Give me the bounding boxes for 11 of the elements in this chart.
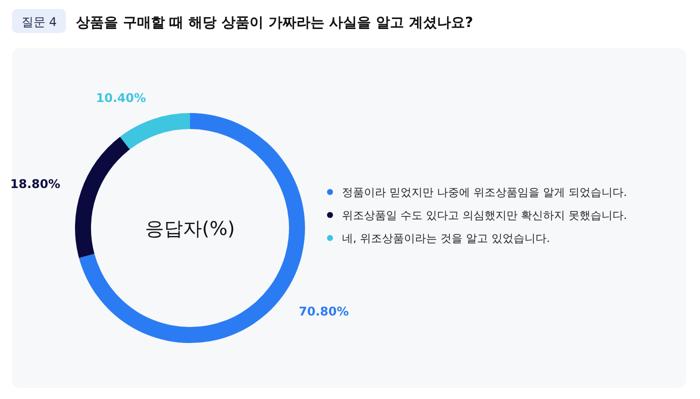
legend-label: 정품이라 믿었지만 나중에 위조상품임을 알게 되었습니다.	[342, 186, 627, 199]
text: 응답자(%)	[145, 218, 235, 240]
data-label: 18.80%	[10, 177, 60, 192]
donut-slice	[75, 136, 130, 258]
data-label: 10.40%	[96, 91, 146, 106]
legend-label: 네, 위조상품이라는 것을 알고 있었습니다.	[342, 232, 550, 245]
chart-subtitle: 상품을 구매할 때 해당 상품이 가짜라는 사실을 알고 계셨나요?	[76, 15, 474, 31]
chart-title: 질문 4	[21, 15, 57, 29]
legend-label: 위조상품일 수도 있다고 의심했지만 확신하지 못했습니다.	[342, 209, 627, 222]
donut-slice	[120, 113, 190, 150]
data-label: 70.80%	[298, 304, 349, 318]
